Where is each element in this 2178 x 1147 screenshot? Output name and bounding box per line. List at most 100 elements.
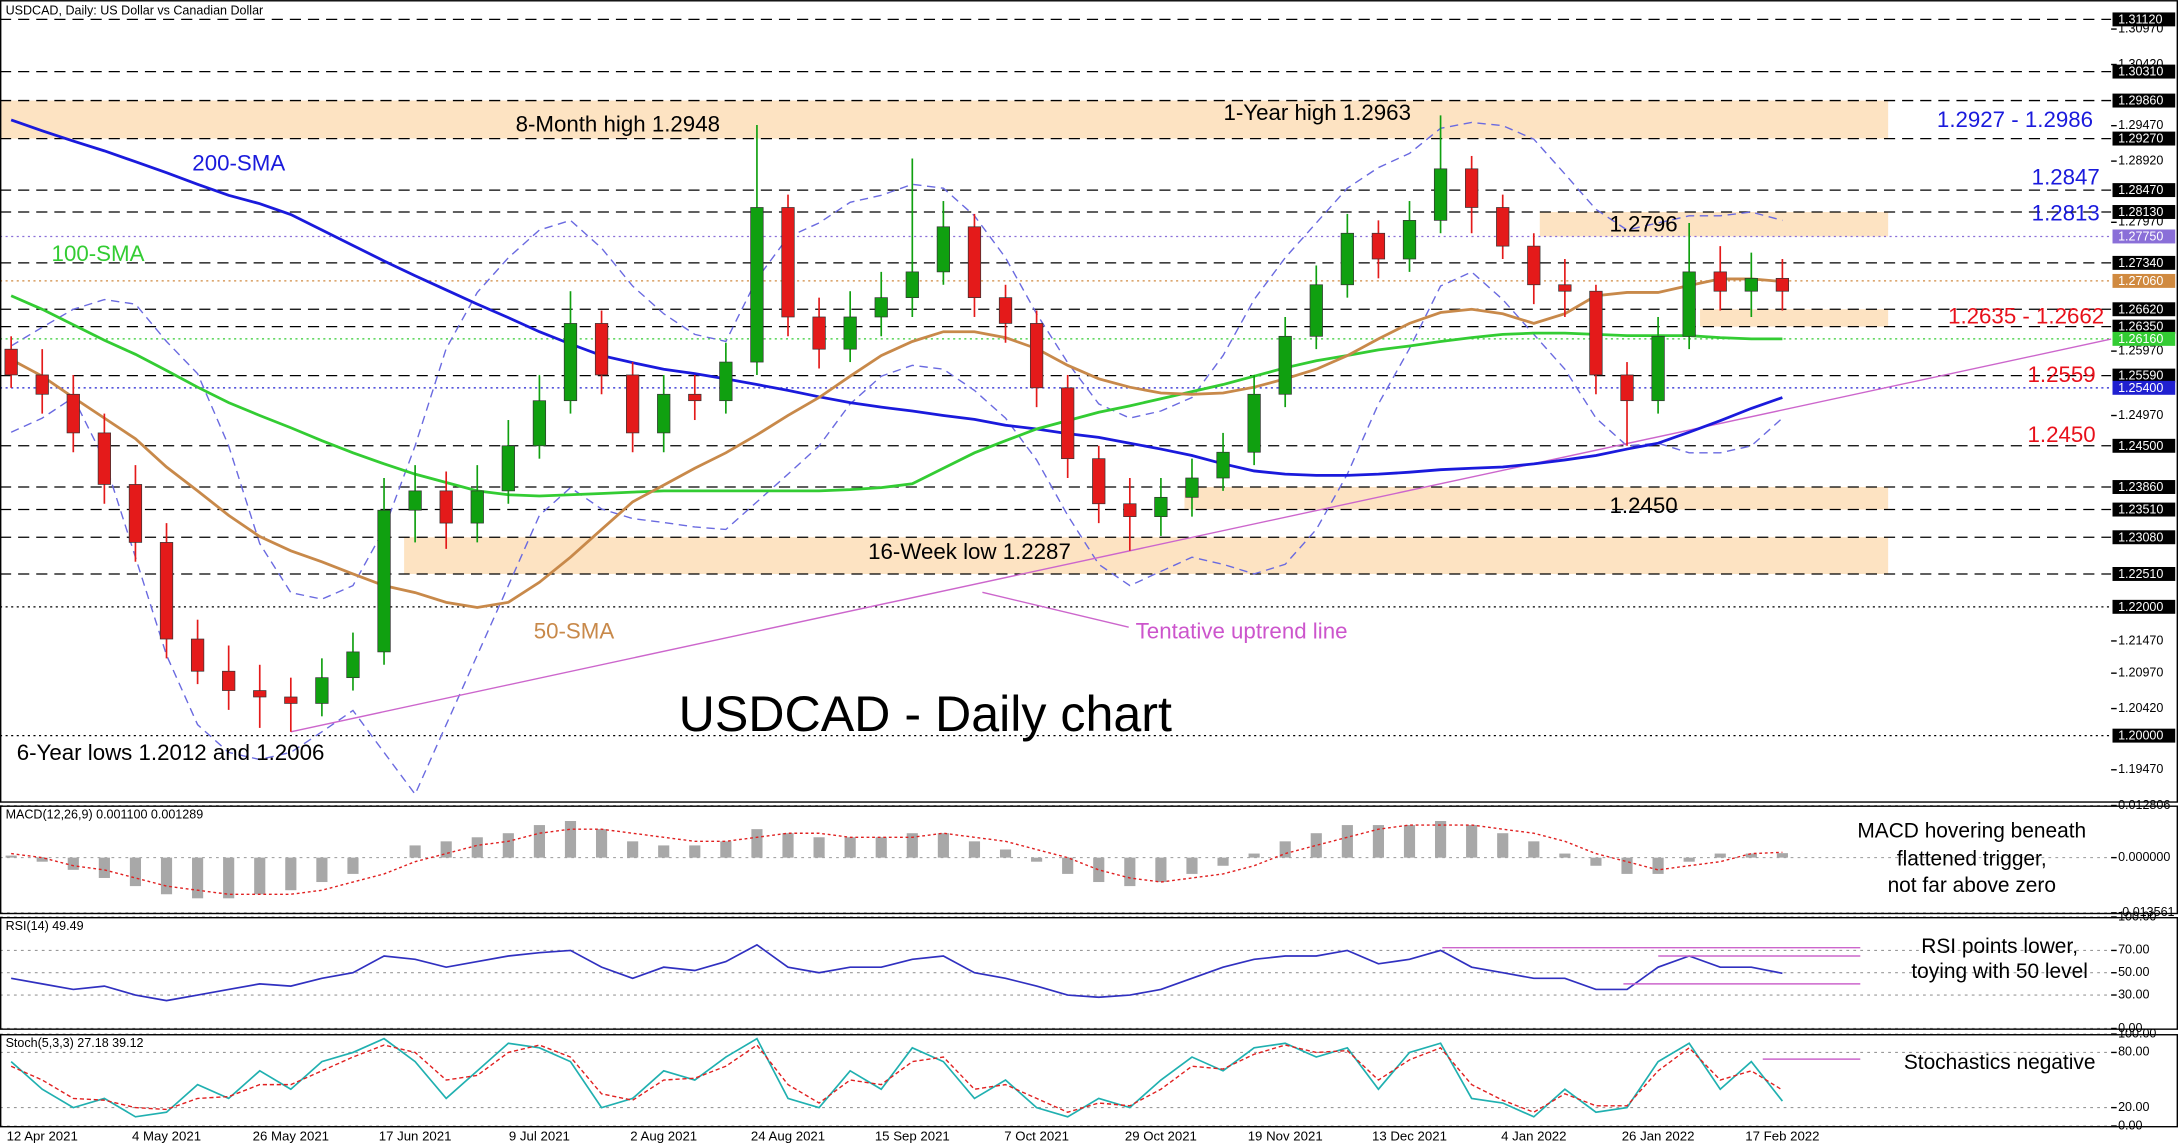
series-label: 100-SMA xyxy=(52,241,145,266)
macd-bar xyxy=(1372,825,1384,858)
sma-line xyxy=(10,118,1783,477)
series-label: 50-SMA xyxy=(534,619,615,644)
macd-bar xyxy=(285,857,297,891)
level-label-box xyxy=(2112,480,2176,494)
level-label-box xyxy=(2112,567,2176,581)
macd-bar xyxy=(782,833,794,858)
level-label: 1.31120 xyxy=(2118,12,2162,26)
panel-frame xyxy=(0,1034,2178,1128)
x-tick-label: 19 Nov 2021 xyxy=(1248,1129,1323,1144)
candle-body xyxy=(1309,284,1323,337)
indicator-line xyxy=(10,1037,1784,1118)
macd-bar xyxy=(937,833,949,858)
candle-body xyxy=(532,400,547,447)
level-label: 1.22000 xyxy=(2118,600,2163,614)
macd-bar xyxy=(720,841,732,858)
y-tick-label: 1.19470 xyxy=(2118,762,2163,776)
candle-body xyxy=(284,696,298,704)
macd-bar xyxy=(502,833,514,858)
candle-body xyxy=(843,316,857,350)
candle-body xyxy=(1154,496,1168,517)
chart-subtitle: USDCAD, Daily: US Dollar vs Canadian Dol… xyxy=(6,4,264,18)
candle-body xyxy=(905,271,919,299)
macd-bar xyxy=(192,857,204,899)
y-tick-label: 50.00 xyxy=(2118,965,2149,979)
y-tick-label: 1.25970 xyxy=(2118,343,2163,357)
level-label: 1.29860 xyxy=(2118,94,2163,108)
sma-line xyxy=(10,277,1783,609)
level-label: 1.26350 xyxy=(2118,320,2163,334)
panel-frame xyxy=(0,0,2178,803)
level-label-box xyxy=(2112,368,2176,383)
macd-bar xyxy=(906,833,918,858)
annotation: 1.2796 xyxy=(1609,212,1677,237)
level-label: 1.28130 xyxy=(2118,205,2163,219)
y-tick-label: 70.00 xyxy=(2118,943,2149,957)
annotation: 6-Year lows 1.2012 and 1.2006 xyxy=(17,740,325,765)
level-label-box xyxy=(2112,273,2176,288)
annotation: 1.2927 - 1.2986 xyxy=(1937,107,2093,132)
macd-bar xyxy=(1559,853,1571,858)
candle-body xyxy=(1527,245,1541,286)
x-tick-label: 4 May 2021 xyxy=(132,1129,201,1144)
zone xyxy=(404,537,1889,574)
candle-body xyxy=(97,432,111,485)
level-label: 1.27340 xyxy=(2118,256,2163,270)
x-tick-label: 17 Jun 2021 xyxy=(379,1129,452,1144)
macd-bar xyxy=(1714,853,1726,858)
annotation: 1.2450 xyxy=(2028,422,2096,447)
macd-bar xyxy=(1528,841,1540,858)
candle-body xyxy=(1185,477,1199,498)
series-label: 200-SMA xyxy=(192,150,285,175)
macd-bar xyxy=(533,825,545,858)
candle-body xyxy=(346,651,360,679)
x-tick-label: 17 Feb 2022 xyxy=(1745,1129,1819,1144)
x-tick-label: 15 Sep 2021 xyxy=(875,1129,950,1144)
level-label: 1.23510 xyxy=(2118,503,2163,517)
candle-body xyxy=(1123,503,1137,517)
candle-body xyxy=(1744,277,1758,292)
candle-body xyxy=(1651,335,1665,402)
y-tick-label: 1.21470 xyxy=(2118,633,2163,647)
candle-body xyxy=(470,490,484,524)
band-lower xyxy=(10,271,1783,796)
candle-body xyxy=(315,677,329,704)
candle-body xyxy=(1029,323,1044,389)
candle-body xyxy=(998,297,1013,324)
candle-body xyxy=(1216,451,1230,479)
level-label-box xyxy=(2112,319,2176,334)
y-tick-label: 80.00 xyxy=(2118,1045,2149,1059)
y-tick-label: 1.29470 xyxy=(2118,118,2163,132)
candle-body xyxy=(190,638,205,672)
x-tick-label: 7 Oct 2021 xyxy=(1004,1129,1069,1144)
candle-body xyxy=(1775,277,1790,292)
sma-line xyxy=(10,294,1783,498)
level-label: 1.23860 xyxy=(2118,480,2163,494)
y-tick-label: 0.012806 xyxy=(2118,798,2170,812)
macd-bar xyxy=(1279,841,1291,858)
candle-body xyxy=(812,316,826,350)
indicator-label: Stoch(5,3,3) 27.18 39.12 xyxy=(6,1036,144,1050)
level-label-box xyxy=(2112,93,2176,108)
macd-bar xyxy=(36,857,48,862)
macd-bar xyxy=(813,837,825,858)
signal-line xyxy=(11,824,1783,895)
macd-bar xyxy=(98,857,110,878)
macd-bar xyxy=(254,857,266,895)
trendline xyxy=(290,338,2112,733)
indicator-note: flattened trigger, xyxy=(1897,847,2047,870)
candle-body xyxy=(967,226,982,299)
macd-bar xyxy=(1341,825,1353,858)
candle-body xyxy=(222,670,236,691)
macd-bar xyxy=(1403,825,1416,858)
indicator-line xyxy=(10,1044,1783,1113)
macd-bar xyxy=(316,857,328,883)
level-label-box xyxy=(2112,64,2176,79)
candle-body xyxy=(128,484,143,543)
candle-body xyxy=(35,374,49,395)
x-tick-label: 12 Apr 2021 xyxy=(7,1129,78,1144)
x-tick-label: 26 Jan 2022 xyxy=(1622,1129,1695,1144)
macd-bar xyxy=(1683,857,1695,862)
candle-body xyxy=(594,323,609,376)
macd-bar xyxy=(1031,857,1043,862)
